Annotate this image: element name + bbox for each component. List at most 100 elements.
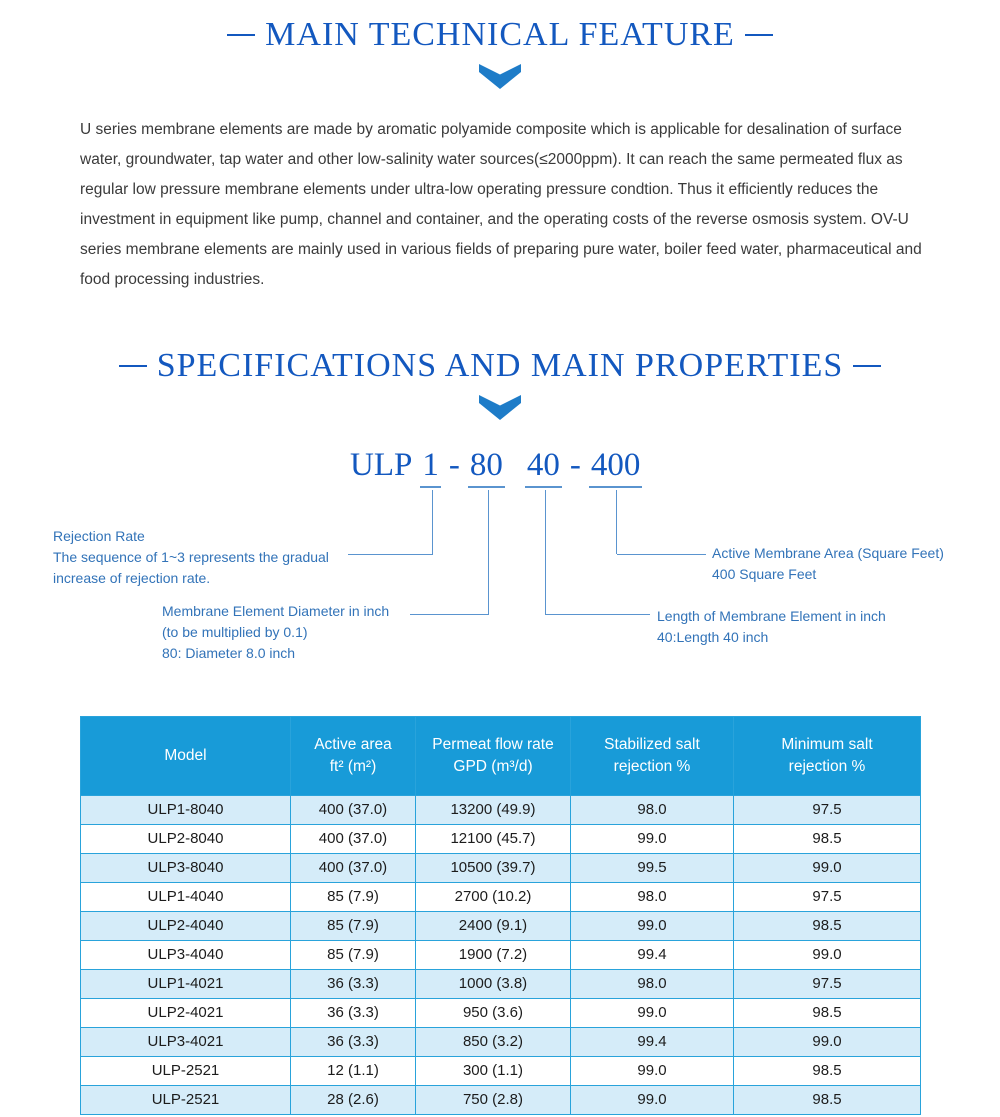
table-cell: ULP1-4021: [80, 969, 291, 999]
col-header-stabilized-salt: Stabilized salt rejection %: [570, 716, 734, 796]
connector-line-area: [617, 554, 706, 555]
table-cell: ULP1-4040: [80, 882, 291, 912]
callout-line: The sequence of 1~3 represents the gradu…: [53, 549, 329, 565]
table-cell: 99.0: [570, 998, 734, 1028]
table-cell: 98.0: [570, 882, 734, 912]
table-cell: 99.4: [570, 1027, 734, 1057]
table-cell: 99.0: [733, 940, 921, 970]
connector-line-area: [616, 490, 617, 554]
connector-line-diameter: [410, 614, 489, 615]
table-cell: 99.0: [570, 911, 734, 941]
col-header-minimum-salt: Minimum salt rejection %: [733, 716, 921, 796]
model-code-diagram: ULP 1 - 80 40 - 400 Rejection Rate The s…: [0, 438, 1000, 670]
table-cell: 1000 (3.8): [415, 969, 571, 999]
table-cell: 400 (37.0): [290, 824, 416, 854]
table-cell: 99.0: [733, 853, 921, 883]
table-cell: 10500 (39.7): [415, 853, 571, 883]
table-cell: ULP2-8040: [80, 824, 291, 854]
callout-line: Membrane Element Diameter in inch: [162, 603, 390, 619]
table-row: ULP1-4021 36 (3.3) 1000 (3.8) 98.0 97.5: [80, 969, 921, 999]
table-cell: 36 (3.3): [290, 969, 416, 999]
col-header-permeate-flow: Permeat flow rate GPD (m³/d): [415, 716, 571, 796]
table-cell: 750 (2.8): [415, 1085, 571, 1115]
title-line-right: [744, 34, 773, 36]
table-row: ULP3-8040 400 (37.0) 10500 (39.7) 99.5 99.0: [80, 853, 921, 883]
table-row: ULP2-4040 85 (7.9) 2400 (9.1) 99.0 98.5: [80, 911, 921, 941]
table-cell: 98.0: [570, 969, 734, 999]
table-cell: 97.5: [733, 795, 921, 825]
feature-title-text: MAIN TECHNICAL FEATURE: [265, 16, 735, 53]
table-cell: ULP-2521: [80, 1085, 291, 1115]
title-line-right: [853, 365, 882, 367]
callout-line: 80: Diameter 8.0 inch: [162, 645, 296, 661]
callout-line: 40:Length 40 inch: [657, 629, 769, 645]
table-cell: 99.0: [733, 1027, 921, 1057]
table-cell: 400 (37.0): [290, 795, 416, 825]
table-cell: ULP1-8040: [80, 795, 291, 825]
table-cell: 98.5: [733, 1085, 921, 1115]
connector-line-rejection: [432, 490, 433, 554]
table-cell: 850 (3.2): [415, 1027, 571, 1057]
model-code-length-digits: 40: [524, 444, 562, 488]
model-code-diameter-digits: 80: [467, 444, 505, 488]
callout-line: Length of Membrane Element in inch: [657, 608, 886, 624]
table-cell: 12 (1.1): [290, 1056, 416, 1086]
callout-diameter: Membrane Element Diameter in inch (to be…: [162, 601, 389, 664]
specs-title-text: SPECIFICATIONS AND MAIN PROPERTIES: [156, 347, 844, 384]
table-cell: 99.0: [570, 1085, 734, 1115]
table-row: ULP2-8040 400 (37.0) 12100 (45.7) 99.0 98.5: [80, 824, 921, 854]
table-cell: 98.5: [733, 824, 921, 854]
table-cell: 85 (7.9): [290, 911, 416, 941]
table-cell: 2700 (10.2): [415, 882, 571, 912]
model-code: ULP 1 - 80 40 - 400: [350, 444, 643, 488]
table-cell: ULP3-4021: [80, 1027, 291, 1057]
table-row: ULP2-4021 36 (3.3) 950 (3.6) 99.0 98.5: [80, 998, 921, 1028]
table-row: ULP1-4040 85 (7.9) 2700 (10.2) 98.0 97.5: [80, 882, 921, 912]
title-line-left: [227, 34, 256, 36]
callout-rejection-rate: Rejection Rate The sequence of 1~3 repre…: [53, 526, 329, 589]
callout-line: increase of rejection rate.: [53, 570, 211, 586]
table-cell: 13200 (49.9): [415, 795, 571, 825]
table-cell: 400 (37.0): [290, 853, 416, 883]
table-row: ULP3-4021 36 (3.3) 850 (3.2) 99.4 99.0: [80, 1027, 921, 1057]
intro-paragraph: U series membrane elements are made by a…: [80, 121, 922, 288]
callout-area: Active Membrane Area (Square Feet) 400 S…: [712, 543, 944, 585]
callout-length: Length of Membrane Element in inch 40:Le…: [657, 606, 886, 648]
connector-line-rejection: [348, 554, 433, 555]
specs-section: SPECIFICATIONS AND MAIN PROPERTIES ULP 1…: [0, 347, 1000, 1115]
col-header-active-area: Active area ft² (m²): [290, 716, 416, 796]
table-cell: 1900 (7.2): [415, 940, 571, 970]
model-code-dash: -: [569, 447, 581, 483]
connector-line-length: [545, 490, 546, 615]
callout-line: Rejection Rate: [53, 528, 145, 544]
spec-table-header: Model Active area ft² (m²) Permeat flow …: [80, 716, 921, 796]
feature-section: MAIN TECHNICAL FEATURE U series membrane…: [0, 16, 1000, 295]
connector-line-length: [546, 614, 650, 615]
table-cell: ULP-2521: [80, 1056, 291, 1086]
table-cell: 950 (3.6): [415, 998, 571, 1028]
table-cell: 28 (2.6): [290, 1085, 416, 1115]
table-cell: 85 (7.9): [290, 882, 416, 912]
model-code-area-digits: 400: [588, 444, 643, 488]
table-cell: 2400 (9.1): [415, 911, 571, 941]
section-title-specs: SPECIFICATIONS AND MAIN PROPERTIES: [0, 347, 1000, 385]
title-line-left: [118, 365, 147, 367]
table-row: ULP3-4040 85 (7.9) 1900 (7.2) 99.4 99.0: [80, 940, 921, 970]
chevron-down-icon: [479, 395, 521, 420]
spec-table: Model Active area ft² (m²) Permeat flow …: [80, 716, 921, 1115]
table-cell: 12100 (45.7): [415, 824, 571, 854]
table-cell: 85 (7.9): [290, 940, 416, 970]
table-cell: ULP3-8040: [80, 853, 291, 883]
connector-line-diameter: [488, 490, 489, 615]
table-cell: 98.5: [733, 998, 921, 1028]
table-cell: 99.5: [570, 853, 734, 883]
table-row: ULP-2521 28 (2.6) 750 (2.8) 99.0 98.5: [80, 1085, 921, 1115]
model-code-prefix: ULP: [350, 447, 413, 483]
section-title-feature: MAIN TECHNICAL FEATURE: [0, 16, 1000, 54]
table-cell: 99.4: [570, 940, 734, 970]
table-cell: 99.0: [570, 824, 734, 854]
table-cell: 97.5: [733, 882, 921, 912]
model-code-rejection-digit: 1: [420, 444, 441, 488]
table-row: ULP-2521 12 (1.1) 300 (1.1) 99.0 98.5: [80, 1056, 921, 1086]
table-cell: 97.5: [733, 969, 921, 999]
